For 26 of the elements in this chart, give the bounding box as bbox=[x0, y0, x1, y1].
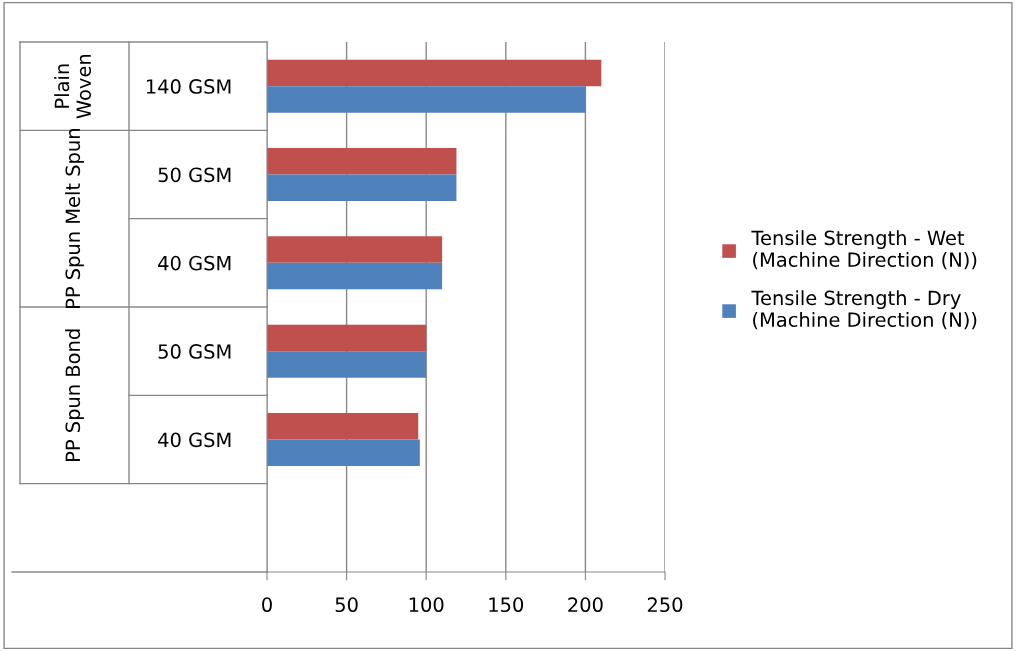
bar bbox=[267, 59, 602, 87]
text: PP Spun Bond bbox=[65, 329, 84, 461]
x-tick-label: 150 bbox=[489, 597, 524, 613]
bar bbox=[267, 324, 427, 352]
bar bbox=[267, 262, 443, 290]
x-tick-label: 100 bbox=[409, 597, 444, 613]
y-tick-label: 40 GSM bbox=[158, 432, 231, 448]
bar bbox=[267, 148, 457, 175]
y-tick-label: 40 GSM bbox=[158, 255, 231, 271]
y-tick-label: 50 GSM bbox=[158, 344, 231, 359]
y-tick-label: 50 GSM bbox=[158, 167, 231, 183]
bar bbox=[267, 351, 427, 378]
text: PP Spun Melt Spun bbox=[65, 129, 84, 308]
x-tick-label: 250 bbox=[647, 597, 683, 613]
bar bbox=[267, 86, 586, 113]
bar bbox=[267, 174, 457, 201]
bar bbox=[267, 439, 420, 466]
x-tick-label: 50 bbox=[335, 597, 358, 613]
text: Plain Woven bbox=[54, 54, 92, 119]
x-tick-label: 0 bbox=[262, 597, 272, 613]
bar bbox=[267, 236, 443, 263]
bar bbox=[267, 413, 419, 440]
y-tick-label: 140 GSM bbox=[146, 79, 231, 94]
x-tick-label: 200 bbox=[568, 597, 603, 613]
legend-label: Tensile Strength - Dry (Machine Direction (N)) bbox=[751, 290, 977, 330]
legend-label: Tensile Strength - Wet (Machine Direction (N)) bbox=[751, 230, 977, 270]
